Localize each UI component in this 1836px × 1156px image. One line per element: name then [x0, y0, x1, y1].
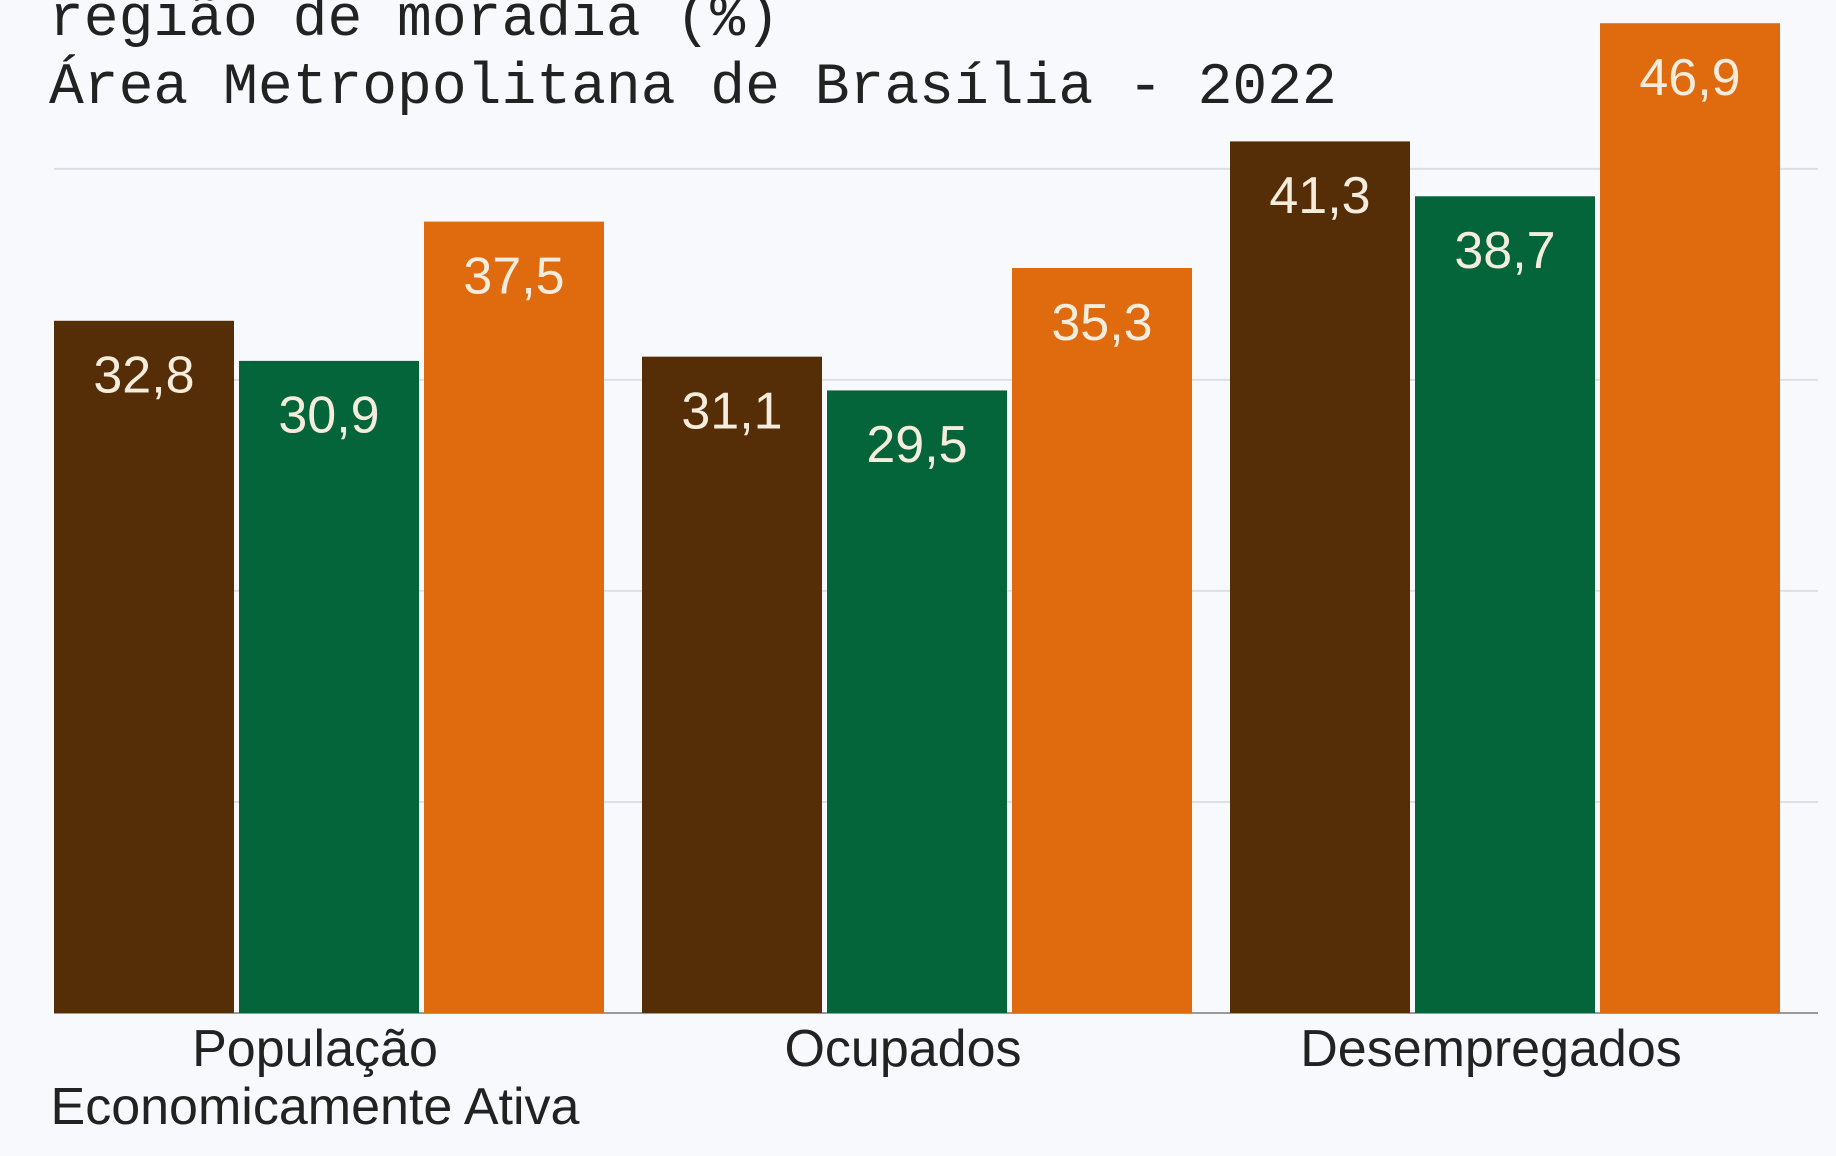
bar	[1230, 141, 1410, 1013]
x-tick-label: População Economicamente Ativa	[50, 1020, 580, 1136]
value-label: 32,8	[93, 347, 194, 405]
value-label: 29,5	[866, 416, 967, 474]
bar	[54, 320, 234, 1013]
x-tick-label: Desempregados	[1300, 1020, 1682, 1078]
bar	[239, 360, 419, 1014]
chart-title: região de moradia (%)	[49, 0, 780, 53]
value-label: 41,3	[1269, 167, 1370, 225]
bar	[1600, 23, 1780, 1013]
value-label: 38,7	[1454, 222, 1555, 280]
value-label: 46,9	[1639, 49, 1740, 107]
bar	[1012, 268, 1192, 1013]
bar	[827, 390, 1007, 1013]
bar	[1415, 196, 1595, 1014]
value-label: 35,3	[1051, 294, 1152, 352]
bar	[424, 221, 604, 1013]
value-label: 30,9	[278, 387, 379, 445]
value-label: 37,5	[463, 247, 564, 305]
chart-subtitle: Área Metropolitana de Brasília - 2022	[49, 55, 1337, 121]
x-tick-label: Ocupados	[784, 1020, 1022, 1078]
bar	[642, 356, 822, 1014]
value-label: 31,1	[681, 382, 782, 440]
